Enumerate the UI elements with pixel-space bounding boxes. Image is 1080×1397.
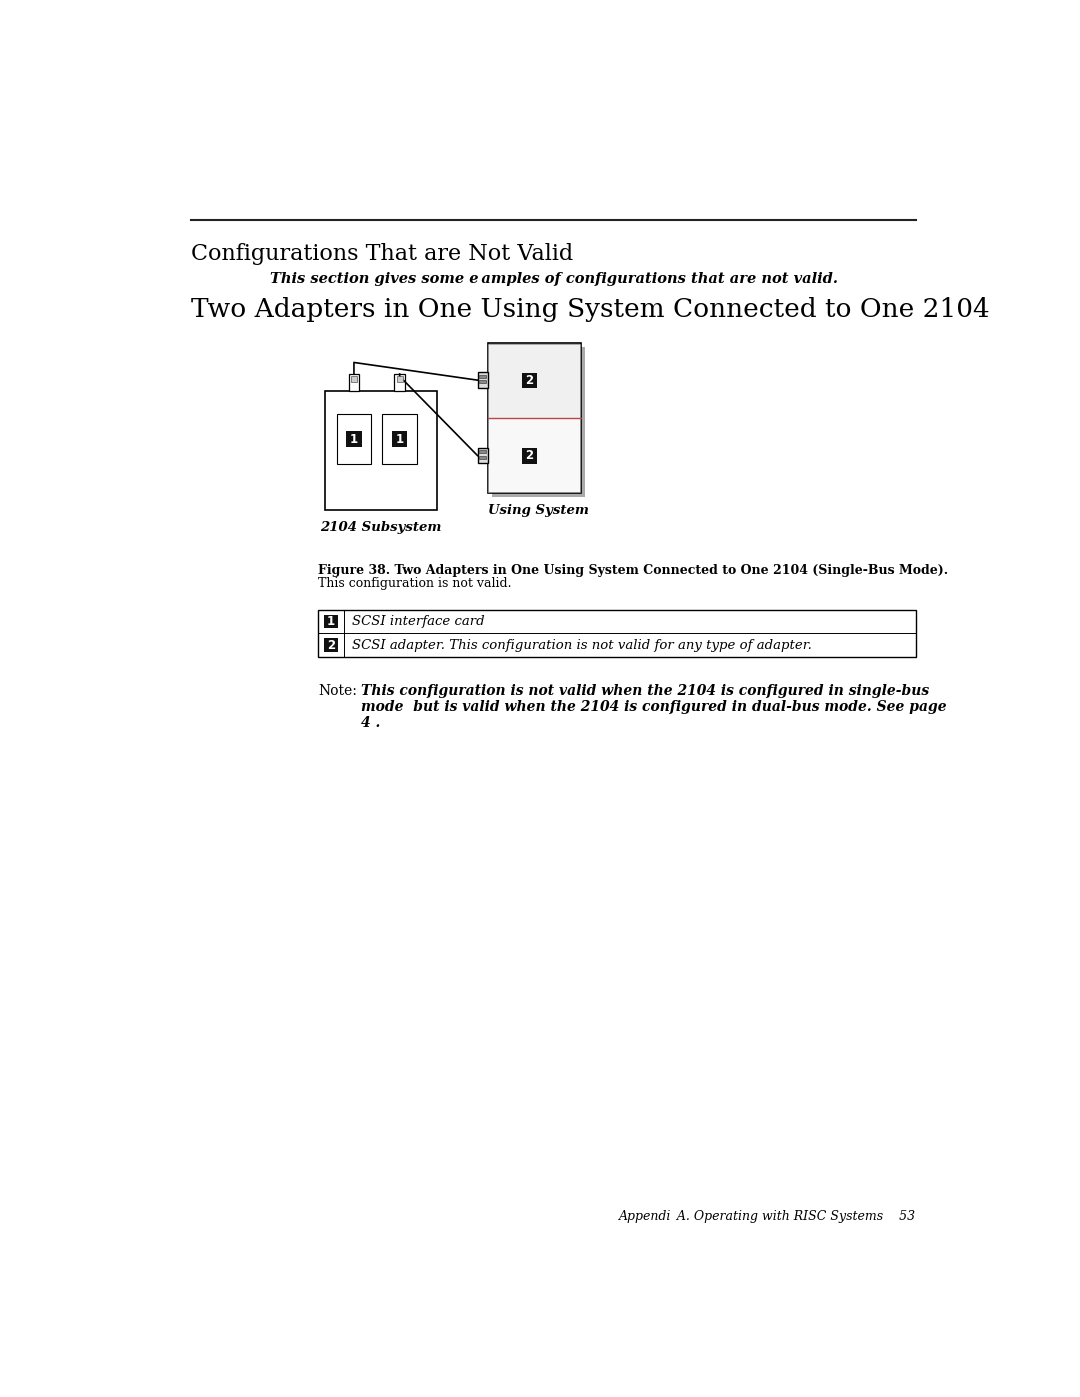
Text: SCSI adapter. This configuration is not valid for any type of adapter.: SCSI adapter. This configuration is not …	[352, 638, 812, 651]
Text: Figure 38. Two Adapters in One Using System Connected to One 2104 (Single-Bus Mo: Figure 38. Two Adapters in One Using Sys…	[318, 564, 948, 577]
Bar	[396, 376, 403, 383]
Bar	[318, 610, 916, 657]
Bar	[480, 450, 486, 453]
Bar	[480, 374, 486, 377]
Text: Two Adapters in One Using System Connected to One 2104: Two Adapters in One Using System Connect…	[191, 298, 989, 321]
Bar	[491, 346, 584, 497]
Bar	[488, 344, 581, 493]
Text: This configuration is not valid when the 2104 is configured in single-bus
mode  : This configuration is not valid when the…	[362, 683, 947, 731]
Text: This section gives some e amples of configurations that are not valid.: This section gives some e amples of conf…	[270, 271, 837, 285]
Text: This configuration is not valid.: This configuration is not valid.	[318, 577, 512, 591]
Bar	[325, 391, 437, 510]
Bar	[324, 616, 338, 629]
Text: 1: 1	[350, 433, 357, 446]
Bar	[477, 373, 488, 388]
Text: Appendi  A. Operating with RISC Systems    53: Appendi A. Operating with RISC Systems 5…	[619, 1210, 916, 1222]
Bar	[392, 432, 407, 447]
Bar	[351, 376, 357, 383]
Text: 2: 2	[525, 374, 534, 387]
Bar	[488, 418, 580, 492]
Text: Configurations That are Not Valid: Configurations That are Not Valid	[191, 243, 573, 265]
Bar	[337, 414, 372, 464]
Bar	[522, 448, 537, 464]
Text: SCSI interface card: SCSI interface card	[352, 616, 485, 629]
Bar	[382, 414, 417, 464]
Text: 2: 2	[525, 450, 534, 462]
Bar	[347, 432, 362, 447]
Text: Note:: Note:	[318, 683, 356, 697]
Bar	[522, 373, 537, 388]
Text: 2: 2	[327, 638, 335, 651]
Bar	[349, 374, 360, 391]
Text: 2104 Subsystem: 2104 Subsystem	[321, 521, 442, 534]
Text: Using System: Using System	[487, 504, 589, 517]
Text: 1: 1	[327, 616, 335, 629]
Bar	[480, 380, 486, 383]
Text: 1: 1	[395, 433, 404, 446]
Bar	[394, 374, 405, 391]
Bar	[488, 344, 580, 418]
Bar	[477, 448, 488, 464]
Bar	[324, 638, 338, 651]
Bar	[480, 455, 486, 458]
